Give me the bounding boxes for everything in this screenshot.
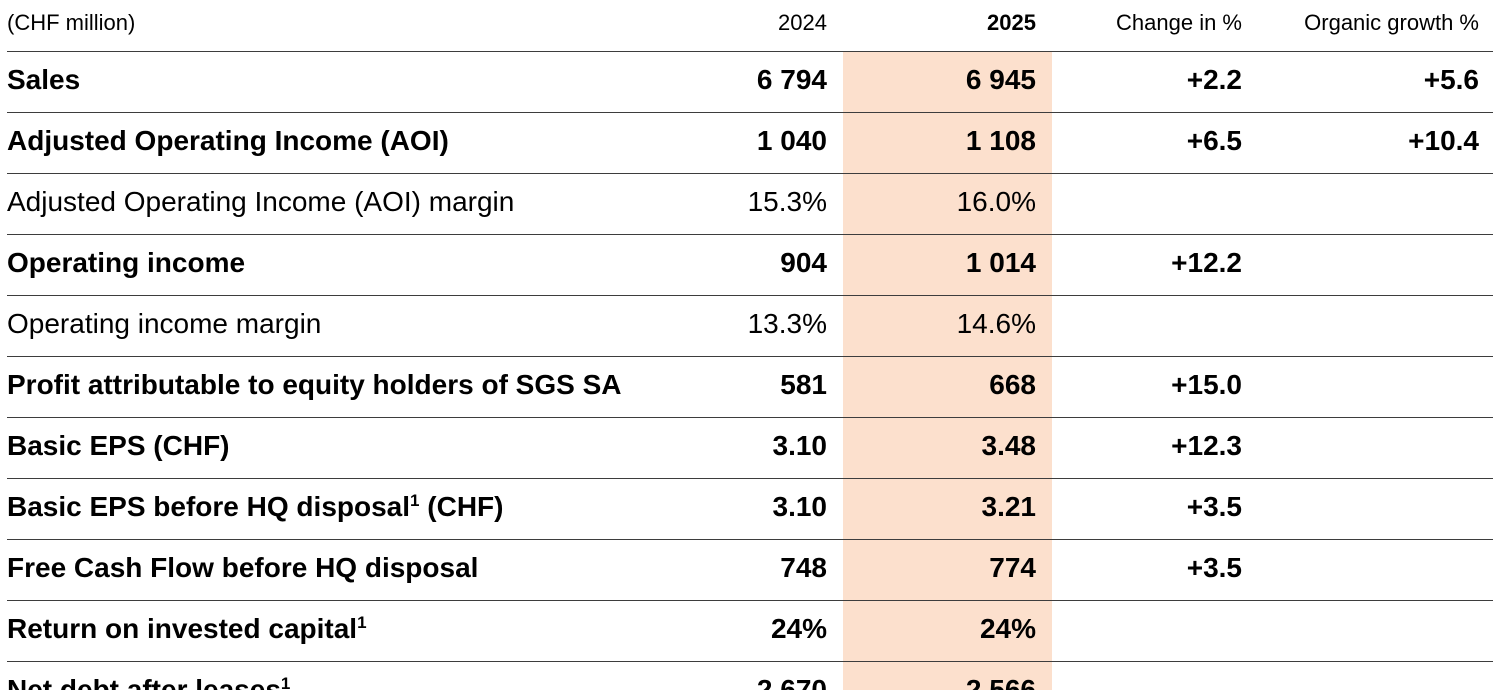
value-2025: 1 108: [843, 112, 1052, 174]
row-label-text: Sales: [7, 63, 81, 95]
value-change-pct: +2.2: [1186, 63, 1242, 95]
value-2025: 3.48: [843, 417, 1052, 479]
value-change-pct: [1052, 174, 1258, 235]
row-label-text: Adjusted Operating Income (AOI) margin: [7, 185, 515, 217]
row-label-text: Basic EPS before HQ disposal: [7, 490, 411, 522]
row-label: Sales: [7, 52, 613, 113]
value-change-pct: +6.5: [1186, 124, 1242, 156]
table-row: Adjusted Operating Income (AOI) 1 040 1 10…: [7, 112, 1493, 174]
value-change-pct: +15.0: [1171, 368, 1242, 400]
header-row: (CHF million) 2024 2025 Change in % Orga…: [7, 0, 1493, 52]
row-label-suffix: (CHF): [419, 490, 504, 522]
table-row: Return on invested capital1 24% 24%: [7, 600, 1493, 662]
footnote-marker: 1: [410, 490, 420, 510]
table-row: Operating income margin 13.3% 14.6%: [7, 295, 1493, 357]
value-organic-growth-pct: [1258, 540, 1493, 601]
table-body: Sales 6 794 6 945 +2.2 +5.6 Adjusted Operatin…: [7, 51, 1493, 690]
value-change-pct: +12.2: [1171, 246, 1242, 278]
value-2025: 2 566: [843, 661, 1052, 690]
footnote-marker: 1: [280, 673, 291, 690]
value-2024: 581: [780, 368, 827, 400]
table-row: Sales 6 794 6 945 +2.2 +5.6: [7, 51, 1493, 113]
value-2024: 24%: [770, 612, 827, 644]
value-organic-growth-pct: [1258, 296, 1493, 357]
row-label-text: Return on invested capital: [7, 612, 358, 644]
footnote-marker: 1: [357, 612, 367, 632]
table-row: Operating income 904 1 014 +12.2: [7, 234, 1493, 296]
value-2024: 748: [780, 551, 827, 583]
table-row: Profit attributable to equity holders of…: [7, 356, 1493, 418]
column-header-2025: 2025: [987, 9, 1036, 35]
row-label: Profit attributable to equity holders of…: [7, 357, 621, 418]
row-label-text: Profit attributable to equity holders of…: [7, 368, 622, 400]
table-row: Basic EPS before HQ disposal1 (CHF) 3.10 3…: [7, 478, 1493, 540]
value-2024: 1 040: [756, 124, 827, 156]
value-2025: 24%: [843, 600, 1052, 662]
row-label: Operating income margin: [7, 296, 613, 357]
row-label: Basic EPS (CHF): [7, 418, 613, 479]
value-2024: 15.3%: [747, 185, 827, 217]
row-label-text: Operating income: [7, 246, 246, 278]
value-change-pct: +12.3: [1171, 429, 1242, 461]
value-2025: 1 014: [843, 234, 1052, 296]
value-2024: 13.3%: [747, 307, 827, 339]
row-label: Adjusted Operating Income (AOI) margin: [7, 174, 613, 235]
value-organic-growth-pct: [1258, 418, 1493, 479]
value-organic-growth-pct: [1258, 662, 1493, 690]
row-label-text: Net debt after leases: [7, 673, 281, 690]
value-organic-growth-pct: +5.6: [1423, 63, 1479, 95]
table-row: Net debt after leases1 2 670 2 566: [7, 661, 1493, 690]
value-2025: 774: [843, 539, 1052, 601]
value-2025: 16.0%: [843, 173, 1052, 235]
value-change-pct: [1052, 662, 1258, 690]
value-2025: 3.21: [843, 478, 1052, 540]
row-label: Return on invested capital1: [7, 601, 613, 662]
value-2025: 668: [843, 356, 1052, 418]
value-organic-growth-pct: [1258, 235, 1493, 296]
value-change-pct: [1052, 296, 1258, 357]
column-header-change: Change in %: [1116, 9, 1242, 35]
value-2025: 14.6%: [843, 295, 1052, 357]
value-organic-growth-pct: [1258, 357, 1493, 418]
value-organic-growth-pct: +10.4: [1408, 124, 1479, 156]
value-change-pct: [1052, 601, 1258, 662]
row-label: Basic EPS before HQ disposal1 (CHF): [7, 479, 613, 540]
column-header-2024: 2024: [778, 9, 827, 35]
value-2024: 3.10: [772, 490, 828, 522]
table-row: Basic EPS (CHF) 3.10 3.48 +12.3: [7, 417, 1493, 479]
column-header-organic-growth: Organic growth %: [1304, 9, 1479, 35]
row-label: Adjusted Operating Income (AOI): [7, 113, 613, 174]
value-change-pct: +3.5: [1186, 490, 1242, 522]
value-organic-growth-pct: [1258, 601, 1493, 662]
unit-label: (CHF million): [7, 9, 136, 35]
row-label: Net debt after leases1: [7, 662, 613, 690]
row-label: Operating income: [7, 235, 613, 296]
row-label-text: Adjusted Operating Income (AOI): [7, 124, 449, 156]
value-2024: 2 670: [756, 673, 827, 690]
value-2024: 6 794: [756, 63, 827, 95]
value-2024: 3.10: [772, 429, 828, 461]
table-row: Free Cash Flow before HQ disposal 748 774 +…: [7, 539, 1493, 601]
value-organic-growth-pct: [1258, 174, 1493, 235]
row-label-text: Basic EPS (CHF): [7, 429, 230, 461]
key-figures-table: (CHF million) 2024 2025 Change in % Orga…: [7, 0, 1493, 690]
value-change-pct: +3.5: [1186, 551, 1242, 583]
value-organic-growth-pct: [1258, 479, 1493, 540]
table-row: Adjusted Operating Income (AOI) margin 15…: [7, 173, 1493, 235]
value-2024: 904: [780, 246, 827, 278]
value-2025: 6 945: [843, 51, 1052, 113]
row-label-text: Free Cash Flow before HQ disposal: [7, 551, 479, 583]
row-label: Free Cash Flow before HQ disposal: [7, 540, 613, 601]
row-label-text: Operating income margin: [7, 307, 322, 339]
